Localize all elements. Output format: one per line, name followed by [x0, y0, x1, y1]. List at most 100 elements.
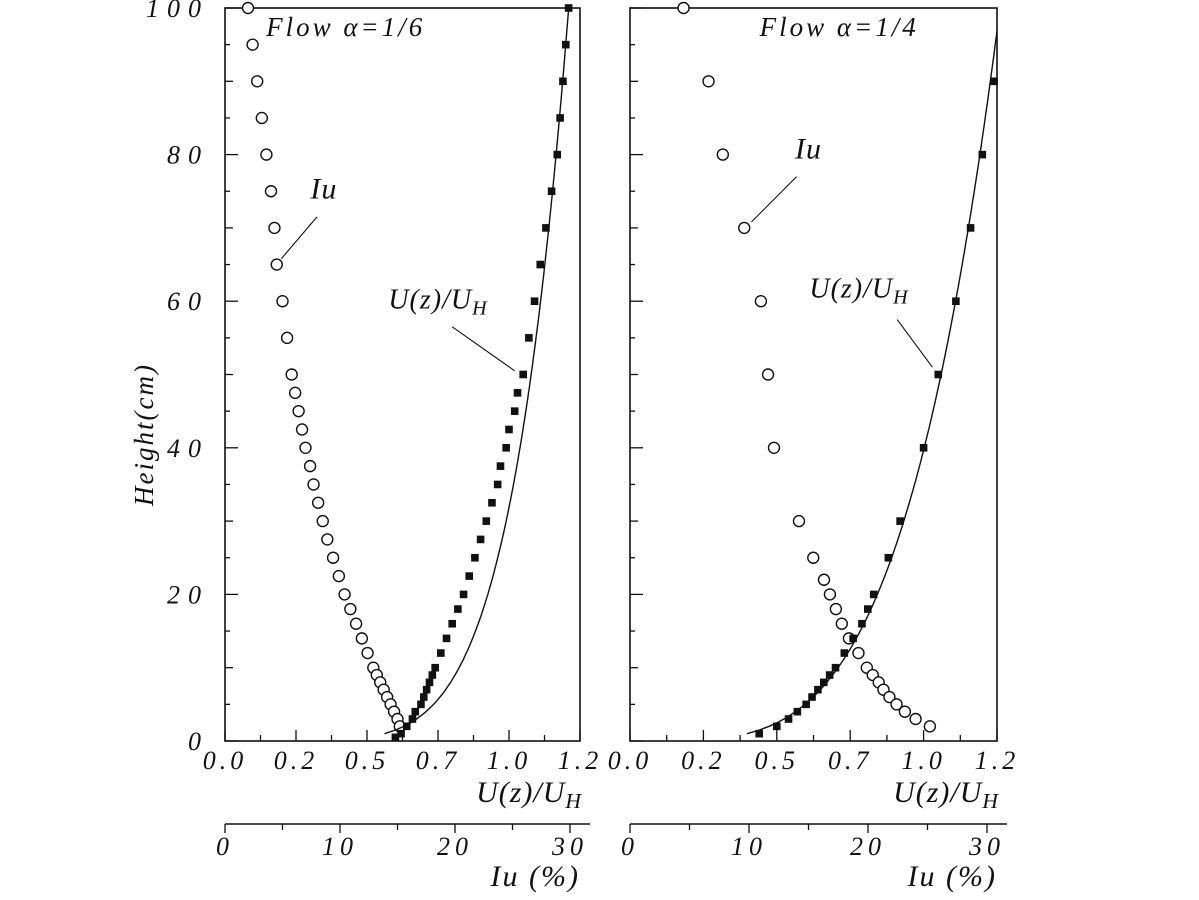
velocity-data-point	[420, 693, 428, 701]
subscript: H	[564, 789, 582, 813]
iu-data-point	[268, 221, 281, 235]
iu-data-point	[823, 588, 837, 601]
velocity-data-point	[564, 4, 573, 12]
iu-tick-label: 20	[850, 832, 886, 861]
velocity-data-point	[411, 707, 420, 716]
subscript: H	[981, 789, 999, 813]
velocity-data-point	[448, 619, 456, 628]
iu-data-point	[829, 602, 843, 616]
velocity-data-point	[513, 389, 522, 397]
y-tick-label: 20	[167, 580, 209, 609]
iu-data-point	[754, 295, 768, 308]
annotation-pointer-line	[451, 326, 515, 372]
iu-data-point	[246, 38, 259, 51]
velocity-data-point	[934, 370, 943, 379]
iu-tick-label: 10	[731, 832, 767, 861]
iu-tick-label: 30	[968, 832, 1005, 861]
iu-data-point	[835, 617, 849, 630]
velocity-data-point	[990, 77, 998, 86]
y-tick-label: 100	[146, 0, 209, 23]
iu-data-point	[890, 698, 903, 711]
velocity-tick-label: 0.0	[608, 746, 653, 775]
velocity-data-point	[755, 729, 763, 738]
iu-data-point	[285, 368, 298, 381]
velocity-data-point	[542, 224, 550, 232]
velocity-data-point	[502, 444, 510, 452]
velocity-data-point	[978, 150, 987, 159]
velocity-tick-label: 0.2	[274, 746, 319, 775]
iu-data-point	[255, 111, 268, 125]
velocity-tick-label: 1.2	[558, 746, 603, 775]
iu-tick-label: 0	[621, 832, 639, 861]
iu-data-point	[792, 514, 806, 528]
iu-data-point	[767, 441, 781, 454]
velocity-data-point	[547, 187, 556, 196]
y-tick-label: 60	[167, 287, 209, 316]
velocity-tick-label: 0.7	[416, 746, 461, 775]
iu-tick-label: 10	[322, 832, 358, 861]
velocity-data-point	[476, 535, 485, 544]
velocity-data-point	[553, 150, 562, 159]
iu-data-point	[677, 1, 690, 15]
iu-data-point	[251, 75, 264, 88]
annotation-pointer-line	[750, 176, 797, 223]
velocity-data-point	[869, 590, 878, 599]
iu-data-point	[898, 705, 912, 718]
iu-data-point	[326, 551, 340, 564]
iu-data-point	[292, 404, 305, 418]
iu-data-point	[738, 221, 751, 235]
iu-data-point	[883, 690, 896, 704]
iu-tick-label: 30	[551, 832, 588, 861]
iu-data-point	[355, 632, 369, 645]
velocity-data-point	[536, 260, 545, 269]
velocity-data-point	[849, 634, 857, 643]
iu-data-point	[716, 148, 730, 161]
subscript: H	[471, 298, 488, 320]
velocity-data-point	[505, 425, 513, 434]
velocity-data-point	[784, 715, 793, 723]
y-tick-label: 0	[188, 727, 209, 756]
iu-data-point	[311, 496, 325, 509]
y-tick-label: 80	[167, 141, 209, 170]
iu-data-point	[338, 588, 351, 601]
iu-tick-label: 20	[437, 832, 473, 861]
iu-data-point	[761, 368, 775, 381]
velocity-data-point	[525, 334, 533, 342]
velocity-data-point	[417, 700, 425, 709]
iu-data-point	[288, 386, 302, 400]
velocity-data-point	[808, 693, 816, 701]
iu-axis-label: Iu (%)	[907, 860, 997, 893]
iu-data-point	[852, 646, 865, 660]
velocity-tick-label: 0.2	[681, 746, 726, 775]
panel-title: Flow α=1/6	[265, 12, 425, 42]
iu-data-point	[295, 423, 309, 436]
velocity-axis-label: U(z)/UH	[893, 776, 999, 813]
velocity-tick-label: 0.5	[345, 746, 390, 775]
velocity-data-point	[896, 517, 904, 525]
velocity-tick-label: 0.5	[755, 746, 800, 775]
annotation-label: Iu	[309, 173, 337, 206]
velocity-data-point	[442, 634, 451, 643]
iu-data-point	[321, 533, 334, 546]
velocity-data-point	[391, 733, 400, 742]
iu-data-point	[299, 441, 312, 454]
velocity-data-point	[864, 605, 872, 613]
velocity-tick-label: 0.7	[828, 746, 873, 775]
velocity-data-point	[465, 572, 474, 580]
iu-data-point	[344, 602, 357, 616]
iu-data-point	[307, 478, 320, 491]
power-law-curve	[746, 25, 997, 735]
annotation-label: U(z)/UH	[809, 274, 909, 309]
velocity-data-point	[431, 663, 439, 672]
velocity-data-point	[459, 590, 468, 599]
iu-tick-label: 0	[216, 832, 234, 861]
iu-data-point	[807, 551, 820, 564]
velocity-data-point	[530, 297, 539, 305]
velocity-data-point	[425, 678, 434, 687]
iu-data-point	[264, 185, 278, 198]
velocity-data-point	[793, 707, 802, 716]
